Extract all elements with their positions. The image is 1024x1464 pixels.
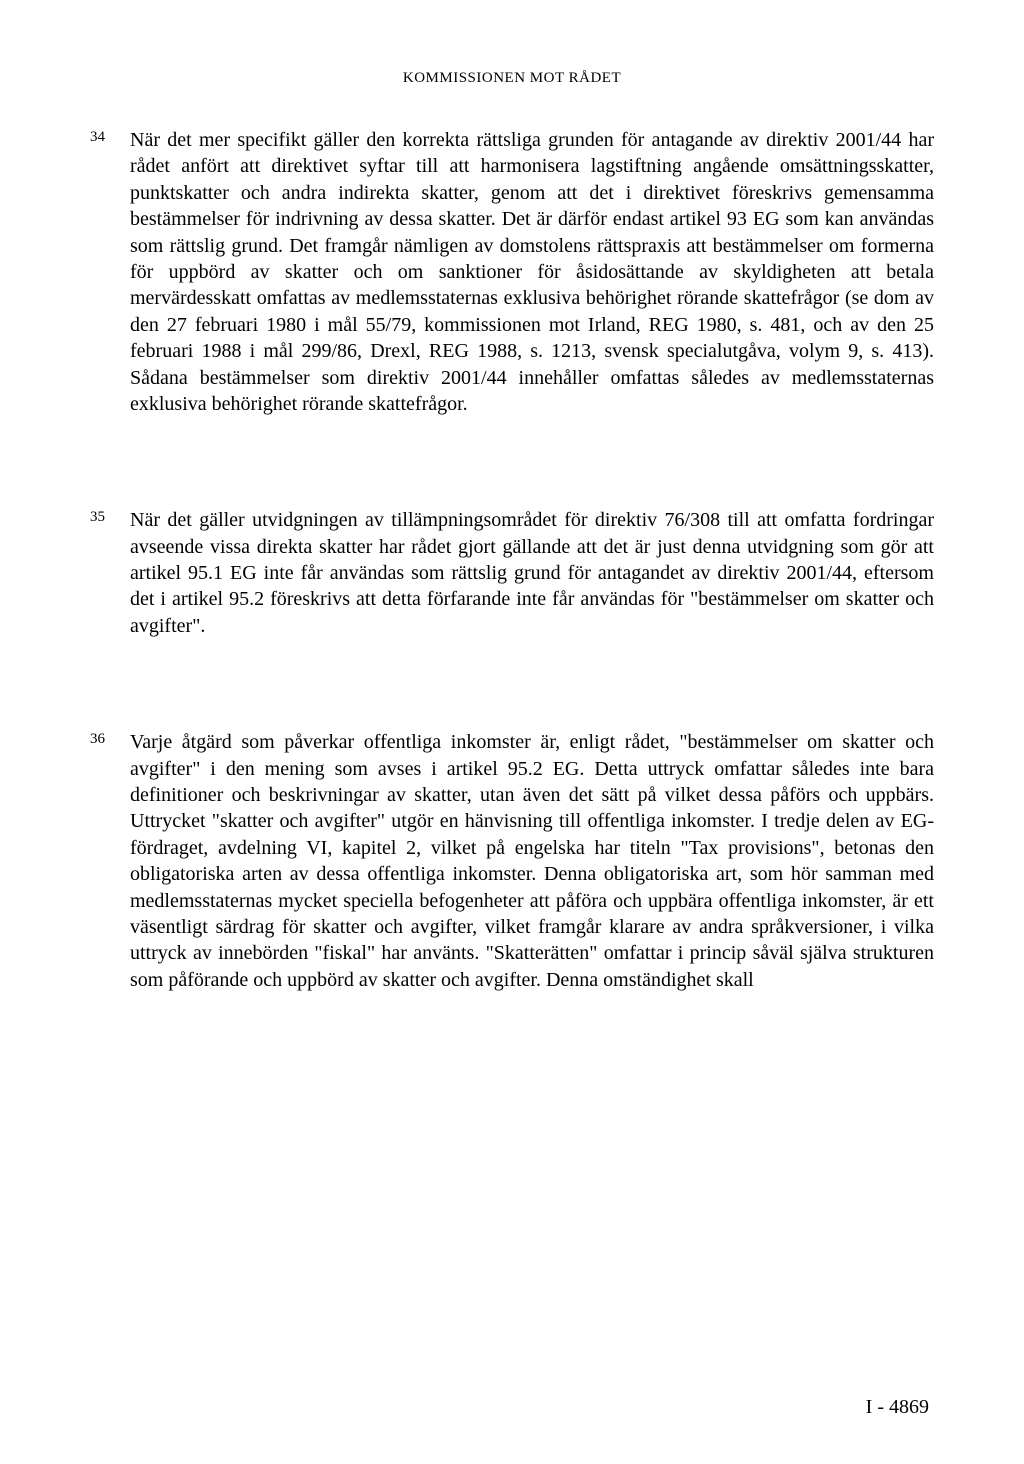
paragraph-block-35: 35 När det gäller utvidgningen av tilläm… xyxy=(90,507,934,639)
paragraph-number: 35 xyxy=(90,507,130,526)
paragraph-block-36: 36 Varje åtgärd som påverkar offentliga … xyxy=(90,729,934,993)
paragraph-number: 36 xyxy=(90,729,130,748)
paragraph-number: 34 xyxy=(90,127,130,146)
paragraph-text: När det mer specifikt gäller den korrekt… xyxy=(130,127,934,417)
paragraph-text: När det gäller utvidgningen av tillämpni… xyxy=(130,507,934,639)
paragraph-text: Varje åtgärd som påverkar offentliga ink… xyxy=(130,729,934,993)
page-header: KOMMISSIONEN MOT RÅDET xyxy=(90,70,934,87)
page-container: KOMMISSIONEN MOT RÅDET 34 När det mer sp… xyxy=(0,0,1024,1464)
page-number: I - 4869 xyxy=(866,1396,929,1419)
paragraph-block-34: 34 När det mer specifikt gäller den korr… xyxy=(90,127,934,417)
